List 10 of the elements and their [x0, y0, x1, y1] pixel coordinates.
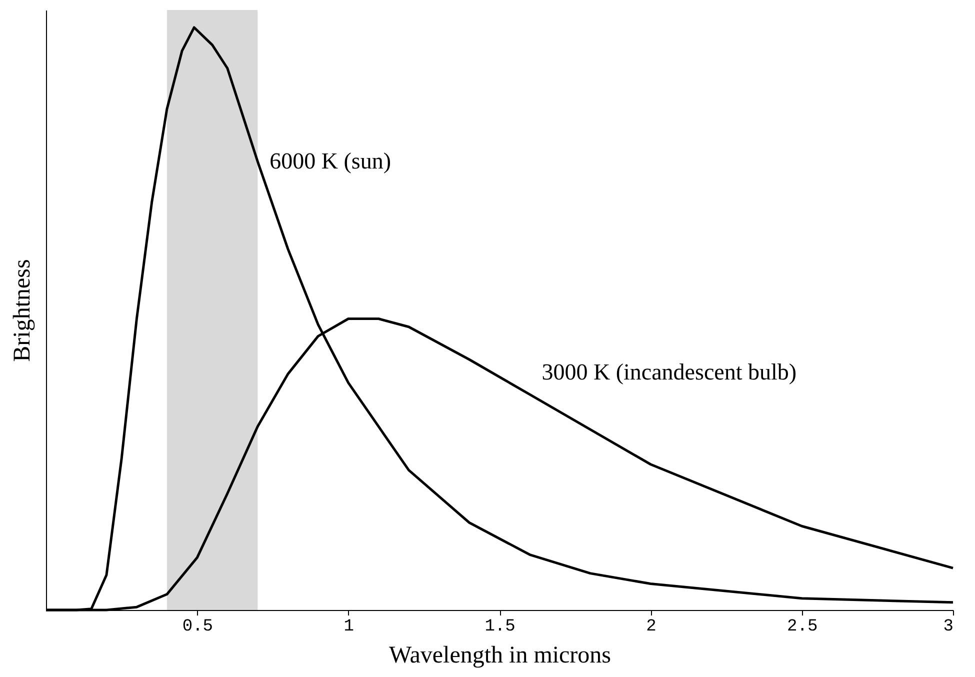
x-tick-label: 1 [344, 618, 354, 636]
x-tick-label: 0.5 [182, 618, 213, 636]
x-axis-title: Wavelength in microns [388, 642, 612, 668]
series-label: 6000 K (sun) [270, 148, 392, 174]
series-label: 3000 K (incandescent bulb) [542, 359, 797, 384]
x-tick-label: 3 [943, 618, 954, 636]
x-tick-label: 1.5 [484, 618, 516, 636]
x-tick-label: 2.5 [787, 618, 818, 636]
x-tick-label: 2 [646, 618, 656, 636]
y-axis-title: Brightness [10, 259, 36, 362]
